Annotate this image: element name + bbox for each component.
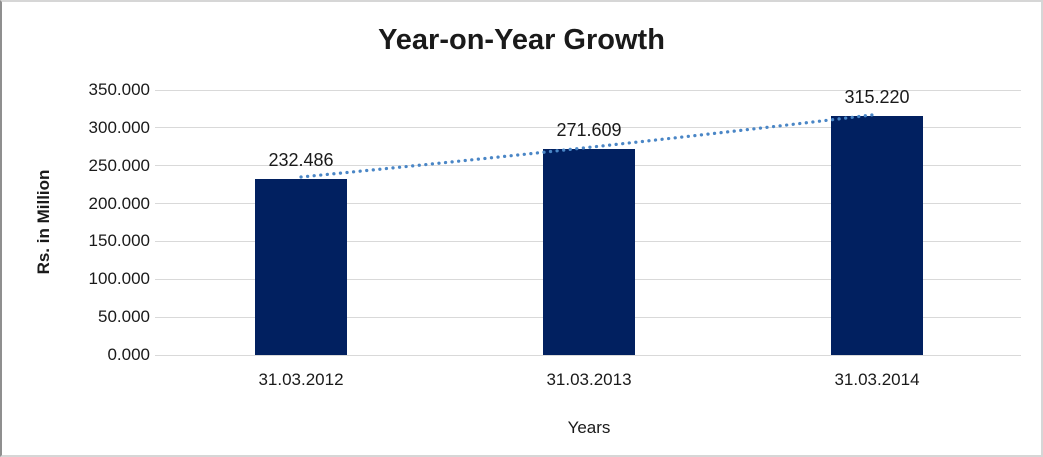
bar: [255, 178, 347, 355]
y-tick-label: 250.000: [88, 155, 150, 175]
data-label: 232.486: [268, 149, 334, 170]
y-tick-label: 100.000: [88, 269, 150, 289]
bar: [543, 149, 635, 355]
y-tick-label: 350.000: [88, 80, 150, 99]
x-tick-label: 31.03.2012: [258, 370, 344, 389]
gridline: [155, 89, 1021, 91]
y-tick-label: 150.000: [88, 231, 150, 251]
data-label: 271.609: [556, 120, 622, 141]
chart-title: Year-on-Year Growth: [378, 24, 665, 56]
gridline: [155, 354, 1021, 356]
y-tick-label: 0.000: [107, 345, 150, 364]
data-label: 315.220: [844, 87, 910, 108]
x-tick-label: 31.03.2014: [834, 370, 920, 389]
y-axis-title: Rs. in Million: [34, 169, 53, 275]
y-tick-label: 200.000: [88, 193, 150, 213]
x-axis-title: Years: [567, 418, 611, 437]
y-tick-label: 300.000: [88, 117, 150, 137]
bar: [831, 116, 923, 355]
y-tick-label: 50.000: [98, 307, 150, 327]
x-tick-label: 31.03.2013: [546, 370, 632, 389]
